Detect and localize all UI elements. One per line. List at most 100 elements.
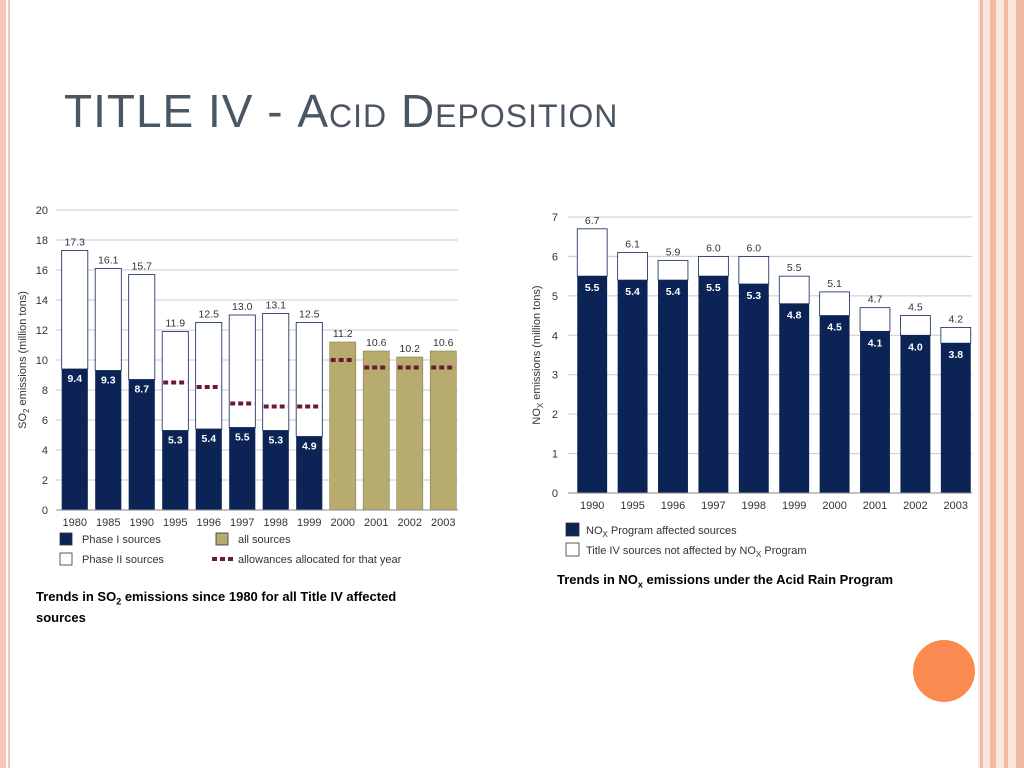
y-tick-label: 7 (552, 212, 558, 224)
bar-phase1-label: 4.9 (302, 441, 317, 453)
y-tick-label: 1 (552, 449, 558, 461)
bar-all-sources (396, 356, 424, 511)
y-tick-label: 12 (36, 325, 48, 337)
bar-phase2 (128, 274, 156, 380)
x-tick-label: 1985 (96, 517, 120, 529)
bar-total-label: 5.9 (666, 246, 681, 258)
bar-total-label: 4.5 (908, 302, 923, 314)
slide-title: TITLE IV - Acid Deposition (64, 85, 619, 137)
bar-phase2 (228, 314, 256, 428)
bar-phase1-label: 8.7 (134, 384, 149, 396)
bar-title-iv-not-affected (859, 307, 891, 332)
bar-all-sources (329, 341, 357, 511)
bar-phase1-label: 5.4 (201, 433, 216, 445)
bar-total-label: 17.3 (65, 237, 86, 249)
bar-total-label: 6.0 (746, 242, 761, 254)
x-tick-label: 1998 (264, 517, 288, 529)
bar-phase1 (95, 370, 122, 510)
bar-nox-label: 4.8 (787, 310, 802, 322)
bar-title-iv-not-affected (940, 327, 972, 344)
y-tick-label: 18 (36, 235, 48, 247)
y-tick-label: 4 (552, 330, 558, 342)
x-tick-label: 1996 (661, 500, 685, 512)
y-tick-label: 14 (36, 295, 48, 307)
bar-total-label: 11.9 (165, 318, 185, 330)
y-tick-label: 3 (552, 370, 558, 382)
bar-phase1 (128, 379, 155, 510)
bar-total-label: 4.7 (868, 294, 883, 306)
bar-nox-affected (860, 331, 890, 493)
legend-swatch (59, 552, 73, 566)
x-tick-label: 1990 (130, 517, 154, 529)
bar-nox-label: 5.5 (585, 282, 600, 294)
bar-nox-label: 5.3 (746, 290, 761, 302)
x-tick-label: 1997 (701, 500, 725, 512)
bar-phase1 (262, 430, 289, 510)
right-border-stripe (1004, 0, 1008, 768)
bar-total-label: 10.6 (433, 337, 454, 349)
legend-swatch (215, 532, 229, 546)
bar-phase1-label: 5.5 (235, 432, 250, 444)
bar-title-iv-not-affected (900, 315, 931, 336)
x-tick-label: 1980 (63, 517, 87, 529)
legend-swatch (565, 522, 580, 537)
bar-total-label: 5.1 (827, 278, 842, 290)
y-tick-label: 20 (36, 205, 48, 217)
legend-label: NOX Program affected sources (586, 525, 737, 539)
bar-title-iv-not-affected (738, 256, 770, 285)
x-tick-label: 2003 (944, 500, 968, 512)
bar-total-label: 6.1 (625, 238, 640, 250)
bar-total-label: 10.2 (400, 343, 421, 355)
bar-total-label: 12.5 (299, 309, 320, 321)
bar-total-label: 5.5 (787, 262, 802, 274)
nox-chart-caption: Trends in NOx emissions under the Acid R… (557, 572, 894, 590)
so2-emissions-chart: 0 2 4 6 8 10 12 14 16 18 20 SO2 emissions (million … (17, 205, 458, 566)
bar-phase1 (195, 429, 222, 510)
y-tick-label: 6 (42, 415, 48, 427)
x-tick-label: 1998 (742, 500, 766, 512)
y-tick-label: 10 (36, 355, 48, 367)
so2-chart-caption: Trends in SO2 emissions since 1980 for a… (36, 589, 397, 625)
y-tick-label: 2 (42, 475, 48, 487)
bar-nox-affected (698, 276, 729, 493)
x-tick-label: 1999 (297, 517, 321, 529)
x-tick-label: 1995 (620, 500, 644, 512)
y-axis-label: SO2 emissions (million tons) (17, 291, 31, 429)
x-tick-label: 2000 (331, 517, 355, 529)
x-tick-label: 2001 (863, 500, 887, 512)
bar-phase2 (295, 322, 323, 437)
bar-nox-label: 4.5 (827, 322, 842, 334)
bar-nox-affected (940, 343, 971, 493)
x-tick-label: 2003 (431, 517, 455, 529)
bar-title-iv-not-affected (657, 259, 689, 281)
bar-nox-affected (900, 335, 931, 493)
bar-title-iv-not-affected (778, 275, 810, 305)
bar-nox-label: 4.1 (868, 337, 883, 349)
x-tick-label: 1995 (163, 517, 187, 529)
legend-label: Phase I sources (82, 534, 161, 546)
bar-phase2 (61, 250, 89, 370)
bar-nox-affected (779, 303, 810, 493)
y-tick-label: 0 (552, 488, 558, 500)
decorative-circle (913, 640, 975, 702)
y-tick-label: 5 (552, 291, 558, 303)
bar-phase1 (162, 430, 189, 510)
right-border-stripe (1016, 0, 1024, 768)
bar-title-iv-not-affected (698, 256, 729, 277)
bar-all-sources (429, 350, 457, 511)
bar-total-label: 16.1 (98, 255, 119, 267)
bar-total-label: 13.1 (266, 300, 287, 312)
bar-nox-affected (819, 315, 850, 493)
x-tick-label: 1990 (580, 500, 604, 512)
y-tick-label: 2 (552, 409, 558, 421)
bar-phase1-label: 9.3 (101, 375, 116, 387)
y-tick-label: 8 (42, 385, 48, 397)
x-tick-label: 2000 (822, 500, 846, 512)
bar-nox-label: 4.0 (908, 341, 923, 353)
bar-nox-affected (577, 276, 608, 493)
bar-phase2 (195, 322, 223, 430)
x-tick-label: 2001 (364, 517, 388, 529)
bar-all-sources (362, 350, 390, 511)
bar-nox-label: 5.5 (706, 282, 721, 294)
bar-total-label: 12.5 (199, 309, 220, 321)
